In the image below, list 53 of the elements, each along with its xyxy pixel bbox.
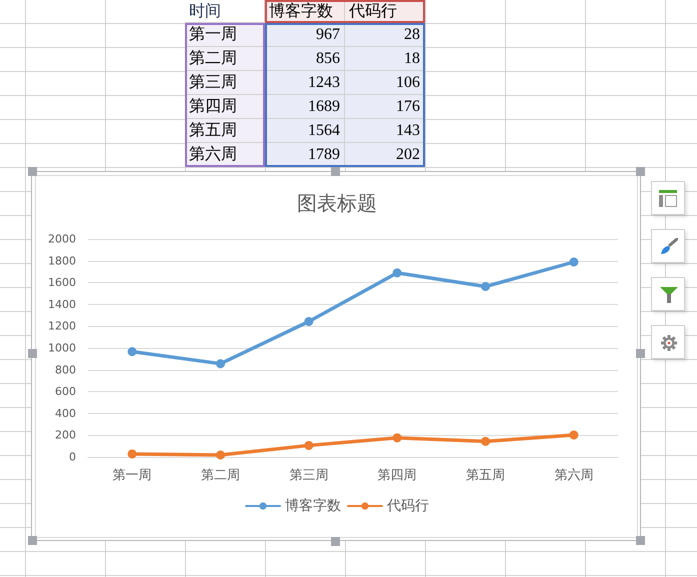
point [569, 258, 578, 266]
point [216, 359, 225, 368]
data-label: 143 [345, 119, 425, 143]
x-tick-label: 第六周 [554, 468, 594, 483]
data-label: 1789 [265, 143, 345, 167]
text: 时间 [185, 0, 265, 23]
category-label: 第六周 [185, 143, 265, 167]
y-tick-label: 400 [55, 406, 76, 420]
y-tick-label: 1400 [48, 298, 76, 311]
data-label: 176 [345, 95, 425, 119]
point [392, 268, 402, 278]
chart-title: 图表标题 [297, 191, 377, 215]
point [304, 317, 314, 326]
data-label: 202 [345, 143, 425, 167]
point [128, 449, 137, 458]
category-label: 第三周 [185, 71, 265, 95]
y-tick-label: 1200 [48, 320, 76, 333]
data-label: 18 [345, 47, 425, 71]
y-tick-label: 800 [55, 363, 76, 376]
x-tick-label: 第四周 [378, 468, 417, 483]
data-label: 28 [345, 23, 425, 47]
x-tick-label: 第一周 [112, 468, 152, 483]
y-tick-label: 1000 [48, 342, 76, 354]
point [128, 347, 137, 356]
legend-label: 博客字数 [285, 498, 341, 514]
point [569, 430, 578, 440]
y-tick-label: 600 [55, 385, 76, 398]
legend-label: 代码行 [345, 0, 425, 23]
x-tick-label: 第三周 [289, 468, 328, 483]
data-label: 106 [345, 71, 425, 95]
point [392, 433, 402, 442]
y-tick-label: 2000 [48, 232, 76, 246]
x-tick-label: 第二周 [201, 468, 240, 483]
data-label: 1689 [265, 95, 345, 119]
data-label: 1564 [265, 119, 345, 143]
y-tick-label: 200 [55, 428, 76, 442]
data-label: 856 [265, 47, 345, 71]
y-tick-label: 1600 [48, 276, 76, 290]
point [481, 282, 490, 292]
category-label: 第一周 [185, 23, 265, 47]
category-label: 第五周 [185, 119, 265, 143]
data-label: 1243 [265, 71, 345, 95]
data-label: 967 [265, 23, 345, 47]
legend-label: 代码行 [386, 498, 429, 514]
series-label: 博客字数 [265, 0, 345, 23]
y-tick-label: 1800 [48, 254, 76, 268]
point [481, 436, 490, 446]
category-label: 第四周 [185, 95, 265, 119]
category-label: 第二周 [185, 47, 265, 71]
x-tick-label: 第五周 [466, 468, 505, 483]
point [304, 440, 314, 450]
point [216, 450, 225, 460]
y-tick-label: 0 [69, 450, 76, 464]
